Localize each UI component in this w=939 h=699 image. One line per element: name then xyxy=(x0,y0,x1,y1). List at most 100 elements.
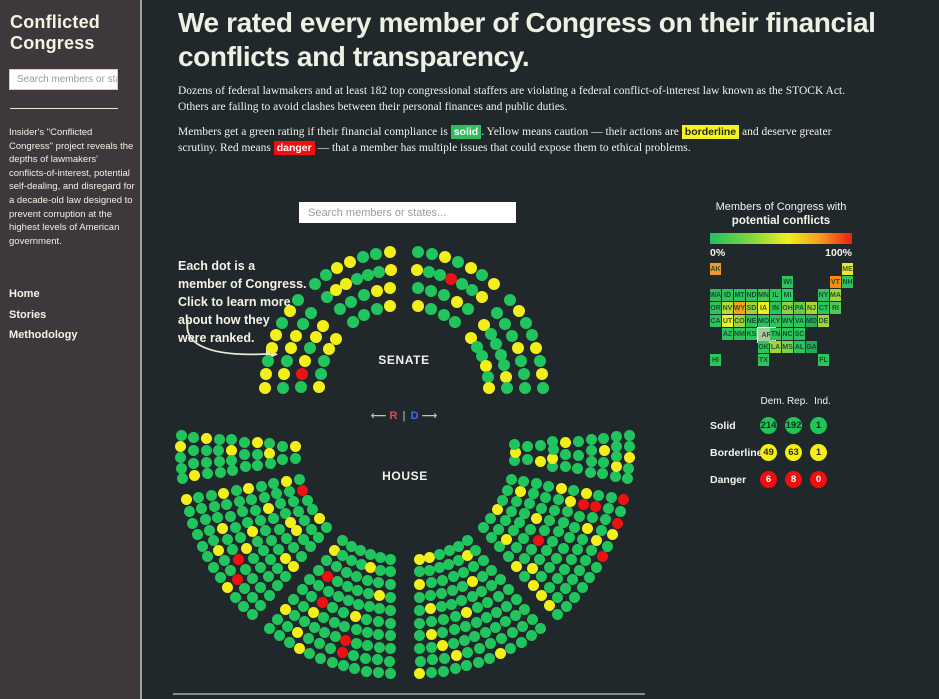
member-dot-house[interactable] xyxy=(508,525,520,537)
member-dot-senate[interactable] xyxy=(276,316,289,329)
member-dot-senate[interactable] xyxy=(345,295,358,308)
member-dot-house[interactable] xyxy=(561,506,573,518)
member-dot-house[interactable] xyxy=(615,506,627,518)
member-dot-house[interactable] xyxy=(569,521,581,533)
member-dot-house[interactable] xyxy=(283,636,295,648)
member-dot-house[interactable] xyxy=(264,437,276,449)
member-dot-house[interactable] xyxy=(218,487,230,499)
member-dot-senate[interactable] xyxy=(478,319,490,332)
member-dot-house[interactable] xyxy=(505,505,517,517)
member-dot-house[interactable] xyxy=(338,606,350,618)
member-dot-house[interactable] xyxy=(551,552,563,564)
member-dot-house[interactable] xyxy=(551,572,563,584)
member-dot-house[interactable] xyxy=(462,646,474,658)
member-dot-house[interactable] xyxy=(467,576,479,588)
member-dot-house[interactable] xyxy=(273,630,285,642)
state-tile-tn[interactable]: TN xyxy=(770,328,781,340)
member-dot-house[interactable] xyxy=(315,652,327,664)
member-dot-house[interactable] xyxy=(548,504,560,516)
state-tile-al[interactable]: AL xyxy=(794,341,805,353)
member-dot-house[interactable] xyxy=(384,591,396,603)
member-dot-house[interactable] xyxy=(573,510,585,522)
member-dot-house[interactable] xyxy=(266,534,278,546)
state-tile-ms[interactable]: MS xyxy=(782,341,793,353)
member-dot-house[interactable] xyxy=(255,581,267,593)
member-dot-house[interactable] xyxy=(235,532,247,544)
member-dot-house[interactable] xyxy=(580,487,592,499)
member-dot-senate[interactable] xyxy=(500,370,513,383)
member-dot-house[interactable] xyxy=(450,649,462,661)
member-dot-house[interactable] xyxy=(483,652,495,664)
member-dot-house[interactable] xyxy=(443,559,455,571)
member-dot-house[interactable] xyxy=(610,461,622,473)
member-dot-house[interactable] xyxy=(485,638,496,650)
member-dot-house[interactable] xyxy=(527,488,539,500)
member-dot-house[interactable] xyxy=(355,545,367,557)
member-dot-house[interactable] xyxy=(414,579,426,591)
member-dot-house[interactable] xyxy=(307,504,319,516)
member-dot-senate[interactable] xyxy=(330,332,343,345)
state-tile-ga[interactable]: GA xyxy=(806,341,817,353)
member-dot-house[interactable] xyxy=(284,486,296,498)
member-dot-house[interactable] xyxy=(175,462,187,474)
member-dot-house[interactable] xyxy=(449,663,461,675)
member-dot-house[interactable] xyxy=(540,545,552,557)
member-dot-house[interactable] xyxy=(449,610,461,622)
member-dot-house[interactable] xyxy=(532,534,544,546)
member-dot-senate[interactable] xyxy=(519,381,531,394)
state-tile-mo[interactable]: MO xyxy=(758,315,769,327)
member-dot-house[interactable] xyxy=(472,656,484,668)
member-dot-house[interactable] xyxy=(188,457,200,469)
member-dot-house[interactable] xyxy=(501,600,513,612)
member-dot-house[interactable] xyxy=(384,643,396,654)
member-dot-house[interactable] xyxy=(225,564,237,576)
member-dot-house[interactable] xyxy=(595,524,607,536)
member-dot-house[interactable] xyxy=(296,550,308,562)
member-dot-house[interactable] xyxy=(213,545,225,557)
member-dot-senate[interactable] xyxy=(517,368,530,381)
member-dot-senate[interactable] xyxy=(318,355,330,368)
state-tile-me[interactable]: ME xyxy=(842,263,853,275)
member-dot-house[interactable] xyxy=(543,581,555,593)
member-dot-house[interactable] xyxy=(560,449,572,460)
state-tile-in[interactable]: IN xyxy=(770,302,781,314)
member-dot-house[interactable] xyxy=(577,499,589,511)
member-dot-house[interactable] xyxy=(598,456,610,468)
member-dot-house[interactable] xyxy=(232,574,244,586)
state-tile-de[interactable]: DE xyxy=(818,315,829,327)
member-dot-house[interactable] xyxy=(247,572,259,584)
member-dot-house[interactable] xyxy=(384,630,396,642)
member-dot-house[interactable] xyxy=(282,620,293,632)
member-dot-house[interactable] xyxy=(384,668,396,680)
member-dot-house[interactable] xyxy=(517,620,528,632)
member-dot-house[interactable] xyxy=(468,561,480,573)
member-dot-house[interactable] xyxy=(247,552,259,564)
member-dot-senate[interactable] xyxy=(490,338,503,351)
member-dot-house[interactable] xyxy=(268,478,280,490)
member-dot-house[interactable] xyxy=(535,571,547,583)
state-tile-ne[interactable]: NE xyxy=(746,315,757,327)
member-dot-house[interactable] xyxy=(280,533,292,545)
member-dot-senate[interactable] xyxy=(262,355,275,367)
state-tile-hi[interactable]: HI xyxy=(710,354,721,366)
member-dot-senate[interactable] xyxy=(425,247,438,260)
member-dot-house[interactable] xyxy=(515,636,527,648)
member-dot-house[interactable] xyxy=(547,452,559,464)
member-dot-senate[interactable] xyxy=(361,268,374,281)
member-dot-house[interactable] xyxy=(336,535,348,546)
member-dot-house[interactable] xyxy=(263,623,275,635)
member-dot-senate[interactable] xyxy=(476,350,488,363)
sidebar-item-methodology[interactable]: Methodology xyxy=(9,329,78,341)
member-dot-house[interactable] xyxy=(196,502,207,514)
member-dot-house[interactable] xyxy=(233,554,245,565)
state-tile-md[interactable]: MD xyxy=(806,315,817,327)
member-dot-house[interactable] xyxy=(317,612,329,623)
member-dot-house[interactable] xyxy=(313,513,325,525)
member-dot-house[interactable] xyxy=(535,623,547,635)
member-dot-house[interactable] xyxy=(303,632,314,644)
member-dot-house[interactable] xyxy=(329,630,341,642)
member-dot-house[interactable] xyxy=(414,617,426,629)
member-dot-house[interactable] xyxy=(424,603,436,615)
member-dot-house[interactable] xyxy=(437,626,449,638)
member-dot-house[interactable] xyxy=(433,562,445,574)
